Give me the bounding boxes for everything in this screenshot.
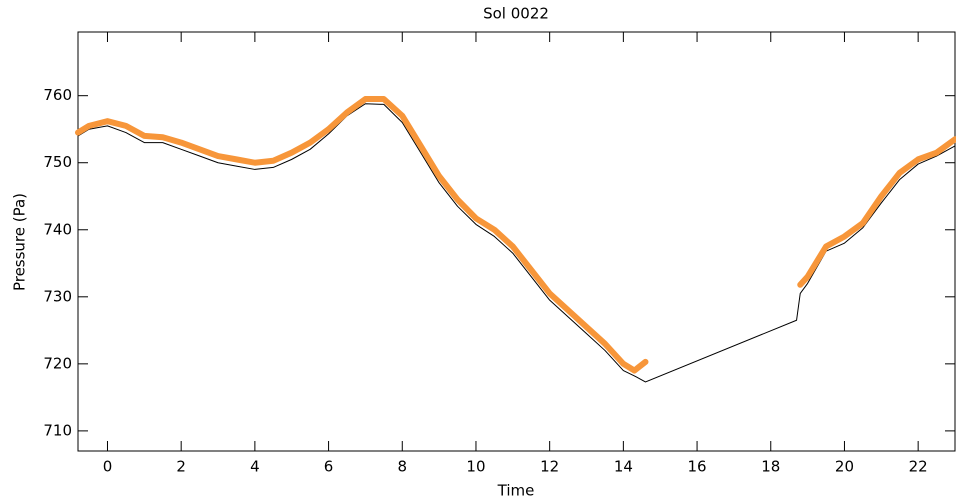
- series-line: [75, 96, 649, 374]
- y-tick-label: 710: [43, 421, 72, 439]
- y-tick-label: 760: [43, 86, 72, 104]
- x-axis-label: Time: [497, 482, 535, 500]
- y-tick-label: 720: [43, 354, 72, 372]
- x-tick-label: 6: [324, 458, 334, 476]
- x-tick-label: 14: [614, 458, 633, 476]
- x-tick-label: 8: [397, 458, 407, 476]
- x-tick-label: 10: [466, 458, 485, 476]
- y-axis-label: Pressure (Pa): [11, 193, 29, 291]
- chart-title: Sol 0022: [483, 5, 549, 23]
- plot-frame: [77, 31, 956, 452]
- series-line: [77, 103, 956, 383]
- series-line: [797, 136, 956, 288]
- y-tick-label: 750: [43, 153, 72, 171]
- x-tick-label: 2: [176, 458, 186, 476]
- y-tick-label: 740: [43, 220, 72, 238]
- x-tick-label: 16: [688, 458, 707, 476]
- x-tick-label: 18: [761, 458, 780, 476]
- y-tick-label: 730: [43, 287, 72, 305]
- x-tick-label: 4: [250, 458, 260, 476]
- x-tick-label: 20: [835, 458, 854, 476]
- x-tick-label: 12: [540, 458, 559, 476]
- x-tick-label: 22: [909, 458, 928, 476]
- x-tick-label: 0: [103, 458, 113, 476]
